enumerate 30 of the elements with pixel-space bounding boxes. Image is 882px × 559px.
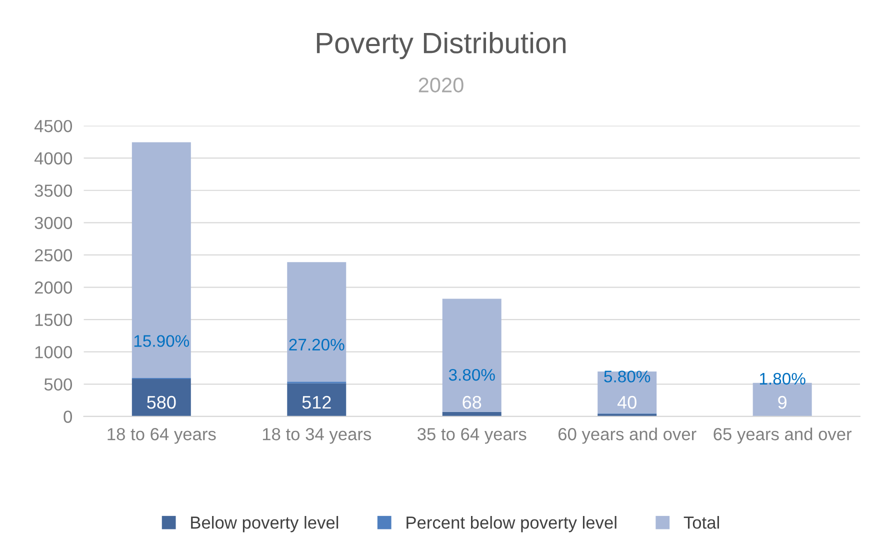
y-tick-label: 3000 xyxy=(34,216,72,230)
x-tick-label: 65 years and over xyxy=(714,428,852,444)
x-tick-label: 18 to 64 years xyxy=(108,428,216,444)
data-label: 512 xyxy=(302,396,331,409)
data-label: 1.80% xyxy=(760,372,806,385)
y-tick-label: 3500 xyxy=(34,184,72,197)
x-tick-label: 35 to 64 years xyxy=(418,428,526,444)
x-tick-label: 60 years and over xyxy=(558,428,696,444)
x-tick-label: 18 to 34 years xyxy=(262,428,372,444)
legend-label: Percent below poverty level xyxy=(406,516,616,532)
chart-title: Poverty Distribution xyxy=(316,32,566,60)
y-tick-label: 1500 xyxy=(35,314,72,326)
data-label: 27.20% xyxy=(289,338,344,351)
chart-subtitle: 2020 xyxy=(418,78,464,92)
data-label: 9 xyxy=(778,396,786,409)
y-tick-label: 2500 xyxy=(34,249,72,262)
data-label: 40 xyxy=(617,396,636,409)
data-label: 580 xyxy=(147,396,176,409)
data-label: 3.80% xyxy=(448,368,495,381)
y-tick-label: 4500 xyxy=(34,120,72,132)
y-tick-label: 4000 xyxy=(34,152,72,165)
legend-label: Below poverty level xyxy=(191,516,338,532)
y-tick-label: 2000 xyxy=(34,281,72,294)
data-label: 15.90% xyxy=(134,335,190,347)
data-label: 5.80% xyxy=(604,370,650,382)
data-label: 68 xyxy=(462,396,482,409)
y-tick-label: 0 xyxy=(64,410,72,423)
y-tick-label: 1000 xyxy=(35,346,72,358)
y-tick-label: 500 xyxy=(44,378,72,391)
legend-label: Total xyxy=(684,516,719,529)
